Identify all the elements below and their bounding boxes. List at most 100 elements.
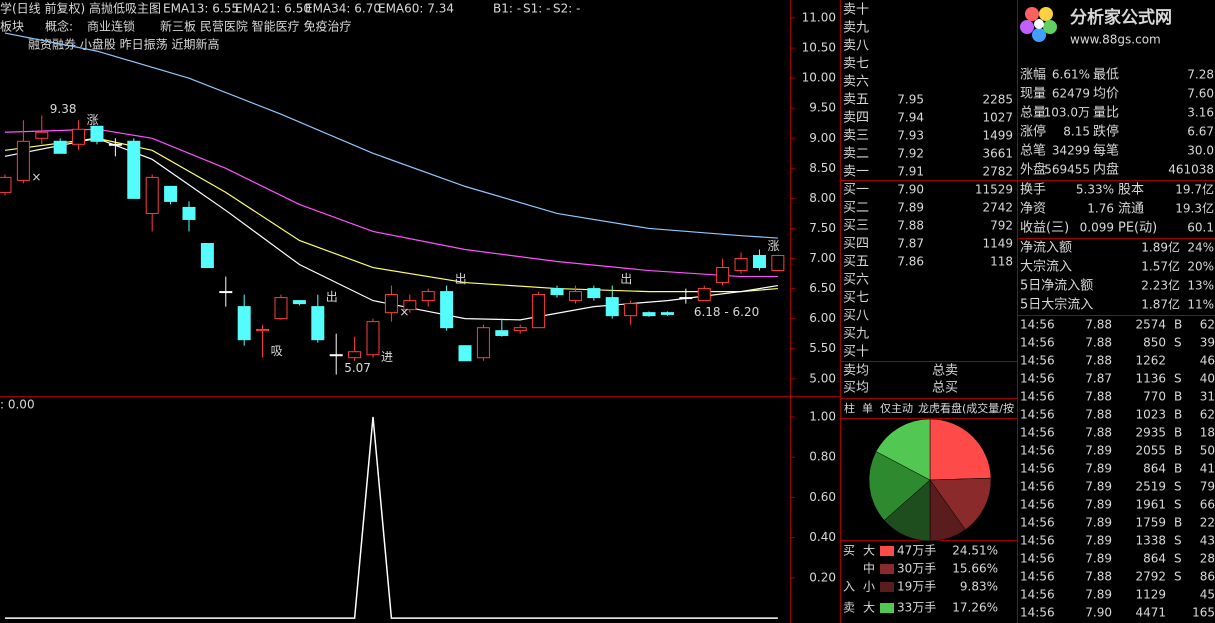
tick-count: 79 xyxy=(1200,480,1215,494)
candle-body xyxy=(311,306,325,341)
tab[interactable]: 单 xyxy=(862,402,873,415)
annotation: 6.18 - 6.20 xyxy=(694,305,759,319)
tab[interactable]: 仅主动 xyxy=(880,402,913,415)
tab[interactable]: 柱 xyxy=(844,401,855,415)
bid-label: 买六 xyxy=(843,273,869,288)
tab[interactable]: 龙虎看盘(成交量/按 xyxy=(918,401,1014,415)
group-label: 买 xyxy=(843,544,855,558)
tick-time: 14:56 xyxy=(1020,480,1055,494)
tick-volume: 850 xyxy=(1143,336,1166,350)
info-value: 1.76 xyxy=(1087,202,1114,216)
info-label: PE(动) xyxy=(1118,221,1157,236)
tick-volume: 4471 xyxy=(1135,606,1166,620)
tick-price: 7.88 xyxy=(1085,426,1112,440)
flow-pct: 13% xyxy=(1187,279,1214,293)
tick-price: 7.88 xyxy=(1085,570,1112,584)
info-label: 流通 xyxy=(1118,202,1144,217)
legend-size: 大 xyxy=(863,544,875,558)
logo-icon xyxy=(1020,7,1057,42)
y-tick-label: 0.20 xyxy=(809,570,836,584)
ask-price: 7.91 xyxy=(897,165,924,179)
annotation: 出 xyxy=(455,272,467,286)
info-value: 5.33% xyxy=(1076,183,1114,197)
ask-price: 7.94 xyxy=(897,111,924,125)
pie-slice xyxy=(875,418,931,481)
tick-time: 14:56 xyxy=(1020,606,1055,620)
tick-count: 62 xyxy=(1200,408,1215,422)
candle-body xyxy=(476,327,490,359)
ask-volume: 3661 xyxy=(982,147,1013,161)
tick-time: 14:56 xyxy=(1020,354,1055,368)
y-tick-label: 7.00 xyxy=(809,251,836,265)
tick-price: 7.89 xyxy=(1085,444,1112,458)
avg-sell: 卖均 xyxy=(843,364,869,379)
candle-body xyxy=(495,330,509,336)
concept-label: 概念: xyxy=(45,19,73,34)
quote-label: 涨停 xyxy=(1020,124,1046,140)
tick-count: 66 xyxy=(1200,498,1215,512)
tick-time: 14:56 xyxy=(1020,588,1055,602)
candle-body xyxy=(72,128,86,145)
candle-body xyxy=(605,297,619,317)
bid-label: 买十 xyxy=(843,345,869,360)
tick-volume: 2935 xyxy=(1135,426,1166,440)
tick-volume: 1759 xyxy=(1135,516,1166,530)
info-label: 换手 xyxy=(1020,183,1046,198)
concept: 新三板 民营医院 智能医疗 免疫治疗 xyxy=(160,19,351,34)
bid-price: 7.89 xyxy=(897,201,924,215)
y-tick-label: 8.00 xyxy=(809,191,836,205)
quote-label: 总笔 xyxy=(1020,143,1046,159)
ask-label: 卖三 xyxy=(843,129,869,144)
ask-label: 卖七 xyxy=(843,57,869,72)
candle-body xyxy=(752,255,766,269)
candle-body xyxy=(513,327,527,332)
candle-body xyxy=(348,351,362,359)
flow-amount: 2.23亿 xyxy=(1141,278,1180,293)
candle-body xyxy=(366,321,380,356)
flow-label: 5日净流入额 xyxy=(1020,279,1093,294)
candle-body xyxy=(35,131,49,139)
candle-body xyxy=(256,328,270,332)
bid-label: 买九 xyxy=(843,327,869,342)
pie-slice xyxy=(868,451,931,521)
total-sell: 总卖 xyxy=(932,364,958,379)
info-label: 净资 xyxy=(1020,202,1046,217)
tick-volume: 1023 xyxy=(1135,408,1166,422)
legend-pct: 17.26% xyxy=(952,601,998,615)
info-value: 19.7亿 xyxy=(1175,182,1214,197)
quote-value: 34299 xyxy=(1052,144,1090,158)
ask-price: 7.92 xyxy=(897,147,924,161)
quote-value: 7.28 xyxy=(1187,68,1214,82)
annotation: 涨 xyxy=(767,238,779,253)
candle-body xyxy=(16,140,30,181)
ask-price: 7.95 xyxy=(897,93,924,107)
tick-time: 14:56 xyxy=(1020,408,1055,422)
bid-price: 7.87 xyxy=(897,237,924,251)
tags: 融资融券 小盘股 昨日振荡 近期新高 xyxy=(28,37,219,52)
flow-amount: 1.87亿 xyxy=(1141,297,1180,312)
y-tick-label: 10.50 xyxy=(802,41,836,55)
flow-pct: 20% xyxy=(1187,260,1214,274)
ask-label: 卖一 xyxy=(843,165,869,180)
tick-side: B xyxy=(1174,444,1182,458)
quote-value: 8.15 xyxy=(1063,125,1090,139)
candle-body xyxy=(0,176,12,193)
candle-body xyxy=(403,300,417,311)
legend-amount: 47万手 xyxy=(897,544,936,558)
tick-price: 7.89 xyxy=(1085,552,1112,566)
tick-time: 14:56 xyxy=(1020,570,1055,584)
tick-count: 86 xyxy=(1200,570,1215,584)
quote-value: 461038 xyxy=(1168,163,1214,177)
annotation: 出 xyxy=(620,272,632,286)
ask-label: 卖六 xyxy=(843,75,869,90)
candle-body xyxy=(237,306,251,341)
tick-count: 62 xyxy=(1200,318,1215,332)
ema-line xyxy=(4,128,778,278)
tick-count: 22 xyxy=(1200,516,1215,530)
info-value: 60.1 xyxy=(1187,221,1214,235)
indicator-line xyxy=(4,416,778,619)
bid-label: 买三 xyxy=(843,219,869,234)
tick-count: 39 xyxy=(1200,336,1215,350)
logo-name: 分析家公式网 xyxy=(1070,7,1172,28)
